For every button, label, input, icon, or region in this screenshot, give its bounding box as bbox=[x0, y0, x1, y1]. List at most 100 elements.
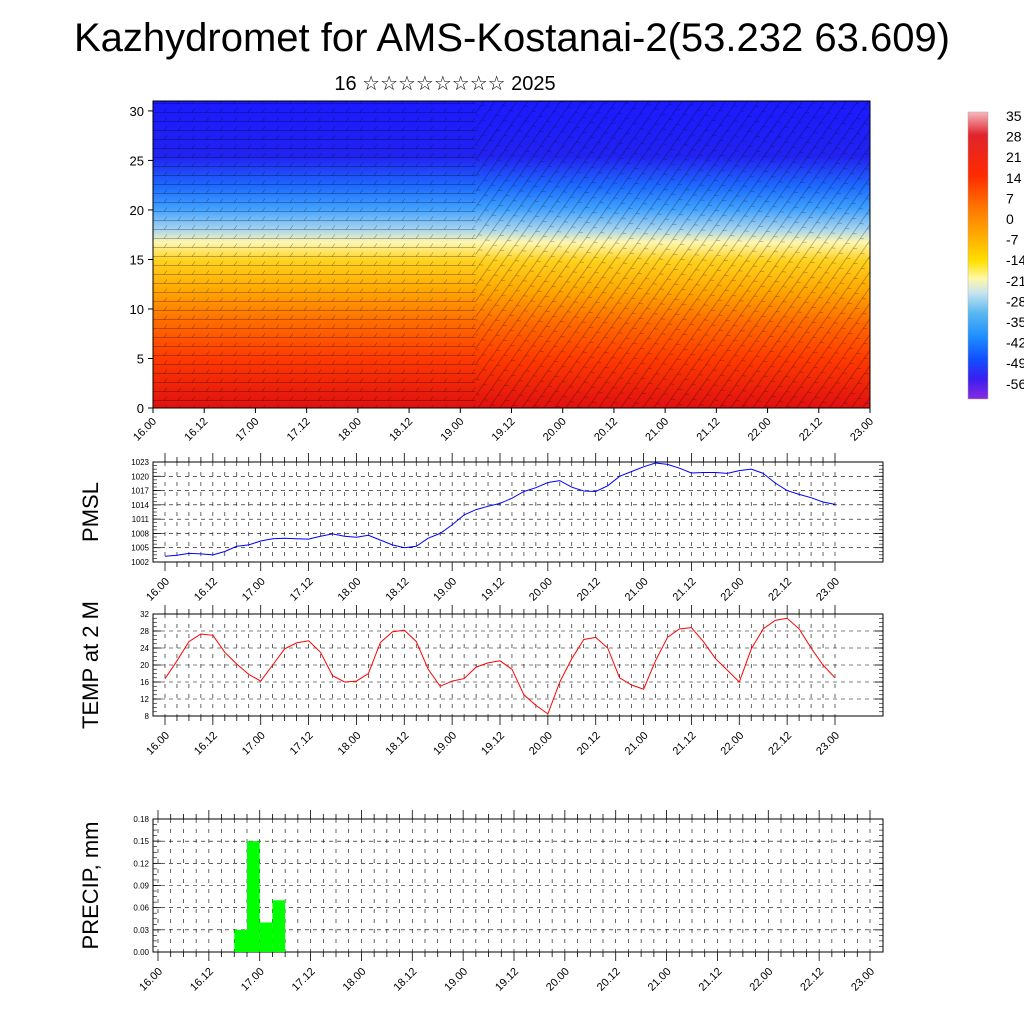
pmsl-xtick-label: 22.12 bbox=[766, 576, 794, 604]
heatmap-xtick-label: 18.00 bbox=[336, 416, 364, 444]
pmsl-ytick-label: 1017 bbox=[131, 487, 149, 496]
pmsl-ytick-label: 1008 bbox=[131, 529, 149, 538]
heatmap-ytick-label: 20 bbox=[130, 203, 144, 218]
chart-title: Kazhydromet for AMS-Kostanai-2(53.232 63… bbox=[73, 16, 951, 60]
colorbar-label: -14 bbox=[1006, 252, 1024, 268]
precip-xtick-label: 19.00 bbox=[442, 966, 470, 994]
precip-bar bbox=[259, 922, 273, 952]
colorbar-label: 35 bbox=[1006, 108, 1022, 124]
heatmap-ytick-label: 25 bbox=[130, 153, 144, 168]
pmsl-xtick-label: 18.00 bbox=[336, 576, 364, 604]
temp-xtick-label: 22.12 bbox=[766, 730, 794, 758]
heatmap-ytick-label: 5 bbox=[137, 351, 144, 366]
precip-bar bbox=[247, 841, 260, 952]
colorbar-label: 0 bbox=[1006, 211, 1014, 227]
precip-ytick-label: 0.06 bbox=[133, 904, 149, 913]
temp-xtick-label: 19.12 bbox=[479, 730, 507, 758]
pmsl-xtick-label: 16.12 bbox=[192, 576, 220, 604]
heatmap-xtick-label: 20.12 bbox=[592, 416, 620, 444]
precip-xtick-label: 21.12 bbox=[697, 966, 725, 994]
chart-subtitle: 16 ☆☆☆☆☆☆☆☆ 2025 bbox=[334, 73, 556, 95]
precip-xtick-label: 22.12 bbox=[798, 966, 826, 994]
precip-ytick-label: 0.18 bbox=[133, 815, 149, 824]
pmsl-xtick-label: 20.00 bbox=[527, 576, 555, 604]
pmsl-ytick-label: 1002 bbox=[131, 558, 149, 567]
temp-frame bbox=[152, 613, 884, 717]
temp-xtick-label: 17.12 bbox=[288, 730, 316, 758]
pmsl-xtick-label: 23.00 bbox=[814, 576, 842, 604]
precip-xtick-label: 19.12 bbox=[493, 966, 521, 994]
pmsl-ytick-label: 1020 bbox=[131, 472, 149, 481]
pmsl-ytick-label: 1005 bbox=[131, 544, 149, 553]
heatmap-xtick-label: 20.00 bbox=[541, 416, 569, 444]
heatmap-xtick-label: 17.12 bbox=[285, 416, 313, 444]
precip-ytick-label: 0.09 bbox=[133, 882, 149, 891]
heatmap-xtick-label: 23.00 bbox=[848, 416, 876, 444]
heatmap-ytick-label: 15 bbox=[130, 252, 144, 267]
colorbar-label: 28 bbox=[1006, 129, 1022, 145]
temp-xtick-label: 16.00 bbox=[144, 730, 172, 758]
colorbar-label: -7 bbox=[1006, 232, 1019, 248]
heatmap-xtick-label: 17.00 bbox=[234, 416, 262, 444]
pmsl-xtick-label: 17.00 bbox=[240, 576, 268, 604]
temp-ylabel: TEMP at 2 M bbox=[78, 601, 103, 729]
pmsl-ytick-label: 1014 bbox=[131, 501, 149, 510]
heatmap-ytick-label: 30 bbox=[130, 104, 144, 119]
colorbar-label: 7 bbox=[1006, 190, 1014, 206]
heatmap-ytick-label: 10 bbox=[130, 302, 144, 317]
precip-bar bbox=[234, 929, 247, 952]
temp-ytick-label: 32 bbox=[140, 610, 149, 619]
pmsl-xtick-label: 21.00 bbox=[623, 576, 651, 604]
temp-xtick-label: 17.00 bbox=[240, 730, 268, 758]
precip-ytick-label: 0.03 bbox=[133, 926, 149, 935]
temp-xtick-label: 20.00 bbox=[527, 730, 555, 758]
temperature-cross-section-panel: 0 5 10 15 20 25 30 16.00 16.12 17.00 17.12 18.00 18.… bbox=[130, 100, 876, 444]
precip-bar bbox=[272, 900, 286, 952]
precip-xtick-label: 22.00 bbox=[747, 966, 775, 994]
precip-xtick-label: 20.00 bbox=[544, 966, 572, 994]
precip-ylabel: PRECIP, mm bbox=[78, 822, 103, 950]
precip-ytick-label: 0.15 bbox=[133, 837, 149, 846]
pmsl-xtick-label: 17.12 bbox=[288, 576, 316, 604]
heatmap-xtick-label: 21.00 bbox=[643, 416, 671, 444]
precip-xtick-label: 23.00 bbox=[849, 966, 877, 994]
pmsl-series-line bbox=[164, 462, 836, 557]
colorbar-label: -49 bbox=[1006, 355, 1024, 371]
precip-ytick-label: 0.00 bbox=[133, 948, 149, 957]
heatmap-xtick-label: 19.12 bbox=[490, 416, 518, 444]
precip-xtick-label: 21.00 bbox=[646, 966, 674, 994]
pmsl-ylabel: PMSL bbox=[78, 482, 103, 542]
colorbar: 35 28 21 14 7 0 -7 -14 -21 -28 -35 -42 -49 -56 bbox=[967, 108, 1024, 400]
temp-xtick-label: 20.12 bbox=[575, 730, 603, 758]
pmsl-xtick-label: 20.12 bbox=[575, 576, 603, 604]
colorbar-label: -21 bbox=[1006, 273, 1024, 289]
temp-ytick-label: 12 bbox=[140, 695, 149, 704]
pmsl-panel: 1002 1005 1008 1011 1014 1017 1020 1023 16.00 16.… bbox=[78, 453, 884, 604]
temp-ytick-label: 8 bbox=[145, 712, 150, 721]
temp-ytick-label: 16 bbox=[140, 678, 149, 687]
temp-xtick-label: 18.12 bbox=[383, 730, 411, 758]
temp-xtick-label: 21.12 bbox=[671, 730, 699, 758]
precip-xtick-label: 17.12 bbox=[290, 966, 318, 994]
colorbar-label: -35 bbox=[1006, 314, 1024, 330]
colorbar-label: -56 bbox=[1006, 376, 1024, 392]
temp-xtick-label: 18.00 bbox=[336, 730, 364, 758]
heatmap-xtick-label: 19.00 bbox=[438, 416, 466, 444]
pmsl-ytick-label: 1023 bbox=[131, 458, 149, 467]
temp-ytick-label: 20 bbox=[140, 661, 149, 670]
temp-series-line bbox=[164, 617, 836, 715]
heatmap-xtick-label: 22.12 bbox=[797, 416, 825, 444]
temp-2m-panel: 8 12 16 20 24 28 32 16.00 16.12 17.00 17.12 18.00 18… bbox=[78, 601, 884, 758]
temp-xtick-label: 19.00 bbox=[431, 730, 459, 758]
heatmap-xtick-label: 16.00 bbox=[131, 416, 159, 444]
colorbar-label: 14 bbox=[1006, 170, 1022, 186]
pmsl-xtick-label: 19.12 bbox=[479, 576, 507, 604]
temp-xtick-label: 22.00 bbox=[718, 730, 746, 758]
heatmap-xtick-label: 21.12 bbox=[695, 416, 723, 444]
precip-ytick-label: 0.12 bbox=[133, 859, 149, 868]
colorbar-label: -42 bbox=[1006, 335, 1024, 351]
colorbar-scale bbox=[967, 111, 989, 400]
heatmap-ytick-label: 0 bbox=[137, 401, 144, 416]
precip-xtick-label: 17.00 bbox=[239, 966, 267, 994]
